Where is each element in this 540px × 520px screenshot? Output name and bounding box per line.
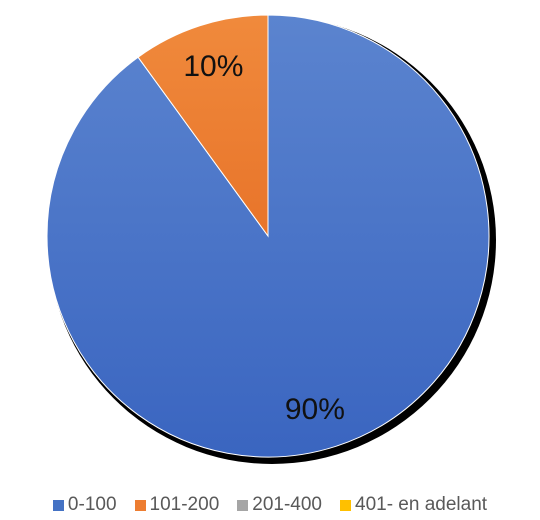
legend-item-401-en-adelant: 401- en adelant [340, 494, 487, 516]
legend-swatch-101-200 [134, 499, 146, 511]
legend-item-201-400: 201-400 [237, 494, 322, 516]
legend-swatch-0-100 [52, 499, 64, 511]
data-label-0-100: 90% [285, 393, 345, 426]
pie-plot-area: 90% 10% [46, 14, 496, 464]
legend: 0-100 101-200 201-400 401- en adelant [0, 494, 540, 516]
legend-swatch-401-en-adelant [340, 499, 351, 511]
legend-label-0-100: 0-100 [67, 494, 117, 515]
pie-slice-101-200 [137, 14, 269, 238]
legend-item-101-200: 101-200 [134, 494, 220, 516]
data-label-101-200: 10% [183, 50, 243, 83]
legend-label-201-400: 201-400 [252, 494, 322, 515]
legend-label-101-200: 101-200 [149, 494, 220, 515]
legend-swatch-201-400 [237, 499, 249, 511]
legend-item-0-100: 0-100 [52, 494, 117, 516]
legend-label-401-en-adelant: 401- en adelant [355, 494, 488, 515]
